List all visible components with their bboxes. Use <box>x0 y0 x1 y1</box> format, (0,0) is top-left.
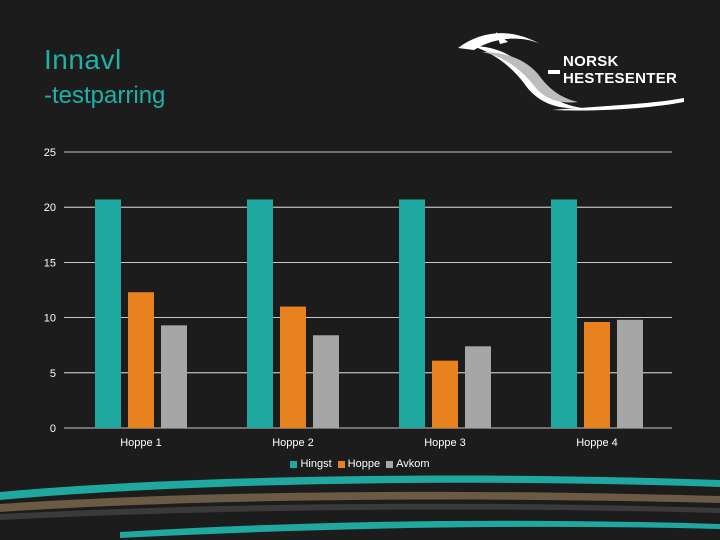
bar-avkom-4 <box>617 319 643 428</box>
legend-label: Hoppe <box>347 458 381 470</box>
horse-logo-icon <box>458 32 684 111</box>
x-tick-label: Hoppe 4 <box>576 437 618 449</box>
bar-hingst-4 <box>551 199 577 428</box>
bar-hingst-2 <box>247 199 273 428</box>
legend-label: Avkom <box>396 458 430 470</box>
bar-hingst-1 <box>95 199 121 428</box>
legend-label: Hingst <box>300 458 332 470</box>
bar-hoppe-4 <box>584 322 610 428</box>
legend-item-hingst: Hingst <box>290 458 332 470</box>
bar-avkom-3 <box>465 346 491 428</box>
bar-hoppe-3 <box>432 360 458 428</box>
logo-wordmark: NORSK HESTESENTER <box>563 53 678 87</box>
slide-subtitle: -testparring <box>44 82 166 109</box>
legend-swatch <box>337 460 345 468</box>
x-tick-label: Hoppe 1 <box>120 437 162 449</box>
x-tick-label: Hoppe 3 <box>424 437 466 449</box>
x-tick-label: Hoppe 2 <box>272 437 314 449</box>
slide-title: Innavl <box>44 44 122 75</box>
bar-hingst-3 <box>399 199 425 428</box>
bar-avkom-2 <box>313 335 339 428</box>
legend-item-hoppe: Hoppe <box>337 458 381 470</box>
y-tick-label: 10 <box>44 313 56 325</box>
y-tick-label: 20 <box>44 202 56 214</box>
chart-legend: Hingst Hoppe Avkom <box>0 458 720 470</box>
bar-hoppe-2 <box>280 306 306 428</box>
y-tick-label: 15 <box>44 257 56 269</box>
legend-item-avkom: Avkom <box>386 458 430 470</box>
legend-swatch <box>290 460 298 468</box>
y-tick-label: 5 <box>50 368 56 380</box>
y-tick-label: 25 <box>44 147 56 159</box>
legend-swatch <box>386 460 394 468</box>
bar-avkom-1 <box>161 325 187 428</box>
bar-hoppe-1 <box>128 292 154 428</box>
y-tick-label: 0 <box>50 423 56 435</box>
